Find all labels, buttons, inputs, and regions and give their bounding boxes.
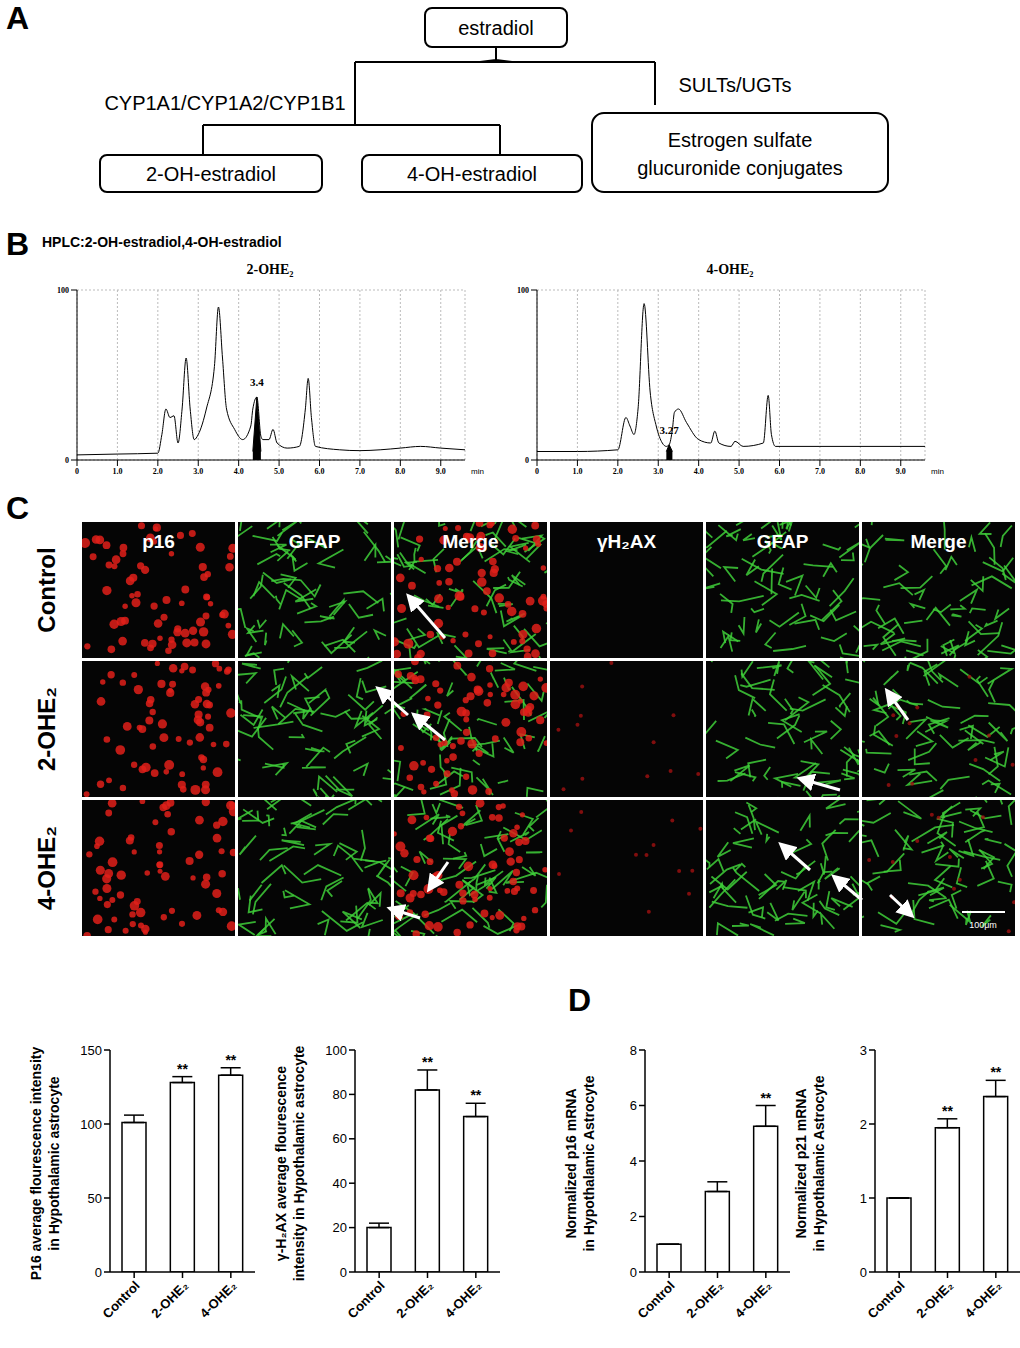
svg-text:Normalized p21 mRNA: Normalized p21 mRNA: [793, 1088, 809, 1238]
svg-text:4-OHE₂: 4-OHE₂: [33, 826, 60, 910]
svg-text:6.0: 6.0: [315, 467, 325, 476]
svg-text:80: 80: [333, 1087, 347, 1102]
svg-text:2.0: 2.0: [153, 467, 163, 476]
html-text:A: A: [6, 0, 30, 36]
svg-text:2: 2: [860, 1117, 867, 1132]
svg-text:**: **: [470, 1087, 481, 1103]
svg-text:Control: Control: [100, 1278, 143, 1321]
html-text:4-OHE₂: 4-OHE₂: [706, 262, 754, 277]
svg-text:9.0: 9.0: [896, 467, 906, 476]
svg-text:in Hypothalamic Astrocyte: in Hypothalamic Astrocyte: [811, 1075, 827, 1251]
svg-text:p16: p16: [142, 531, 175, 552]
svg-text:min: min: [931, 467, 944, 476]
svg-text:0: 0: [340, 1265, 347, 1280]
svg-text:γ-H₂AX average flourescence: γ-H₂AX average flourescence: [273, 1066, 289, 1262]
svg-text:50: 50: [88, 1191, 102, 1206]
svg-text:3.0: 3.0: [653, 467, 663, 476]
svg-text:min: min: [471, 467, 484, 476]
svg-text:4.0: 4.0: [234, 467, 244, 476]
svg-text:6: 6: [630, 1098, 637, 1113]
svg-text:2-OHE₂: 2-OHE₂: [913, 1278, 956, 1321]
svg-text:0: 0: [65, 456, 69, 465]
svg-text:estradiol: estradiol: [458, 17, 534, 39]
svg-text:0: 0: [95, 1265, 102, 1280]
svg-text:glucuronide conjugates: glucuronide conjugates: [637, 157, 843, 179]
svg-text:150: 150: [80, 1043, 102, 1058]
svg-text:4-OHE₂: 4-OHE₂: [197, 1278, 240, 1321]
svg-text:8: 8: [630, 1043, 637, 1058]
svg-text:Control: Control: [865, 1278, 908, 1321]
svg-text:Normalized p16 mRNA: Normalized p16 mRNA: [563, 1088, 579, 1238]
svg-text:40: 40: [333, 1176, 347, 1191]
svg-text:2-OHE₂: 2-OHE₂: [33, 687, 60, 771]
svg-text:intensity in Hypothalamic astr: intensity in Hypothalamic astrocyte: [291, 1045, 307, 1281]
svg-text:3: 3: [860, 1043, 867, 1058]
svg-text:Merge: Merge: [443, 531, 499, 552]
svg-text:in Hypothalamic astrocyte: in Hypothalamic astrocyte: [46, 1076, 62, 1250]
svg-text:0: 0: [535, 467, 539, 476]
svg-text:**: **: [422, 1054, 433, 1070]
svg-text:0: 0: [75, 467, 79, 476]
svg-text:4: 4: [630, 1154, 637, 1169]
svg-text:8.0: 8.0: [855, 467, 865, 476]
svg-text:**: **: [760, 1090, 771, 1106]
svg-text:100: 100: [325, 1043, 347, 1058]
svg-text:GFAP: GFAP: [289, 531, 341, 552]
svg-text:100μm: 100μm: [969, 920, 997, 930]
svg-text:2-OHE₂: 2-OHE₂: [393, 1278, 436, 1321]
svg-text:4-OHE₂: 4-OHE₂: [732, 1278, 775, 1321]
svg-text:100: 100: [57, 286, 69, 295]
svg-text:Control: Control: [33, 547, 60, 632]
svg-text:0: 0: [860, 1265, 867, 1280]
svg-text:GFAP: GFAP: [757, 531, 809, 552]
svg-text:γH₂AX: γH₂AX: [597, 531, 656, 552]
svg-text:1.0: 1.0: [572, 467, 582, 476]
svg-text:3.0: 3.0: [193, 467, 203, 476]
svg-text:2-OHE₂: 2-OHE₂: [683, 1278, 726, 1321]
svg-text:P16 average flourescence inten: P16 average flourescence intensity: [28, 1047, 44, 1281]
svg-text:3.4: 3.4: [250, 376, 264, 388]
html-text:D: D: [568, 982, 592, 1018]
svg-text:**: **: [177, 1061, 188, 1077]
svg-text:Control: Control: [345, 1278, 388, 1321]
html-text:C: C: [6, 490, 30, 526]
svg-text:8.0: 8.0: [395, 467, 405, 476]
svg-text:6.0: 6.0: [775, 467, 785, 476]
svg-text:4-OHE₂: 4-OHE₂: [962, 1278, 1005, 1321]
svg-text:in Hypothalamic Astrocyte: in Hypothalamic Astrocyte: [581, 1075, 597, 1251]
svg-text:5.0: 5.0: [274, 467, 284, 476]
svg-text:7.0: 7.0: [815, 467, 825, 476]
svg-text:2-OHE₂: 2-OHE₂: [148, 1278, 191, 1321]
html-text:HPLC:2-OH-estradiol,4-OH-estra: HPLC:2-OH-estradiol,4-OH-estradiol: [42, 234, 282, 250]
svg-text:2: 2: [630, 1209, 637, 1224]
svg-text:1: 1: [860, 1191, 867, 1206]
svg-text:Control: Control: [635, 1278, 678, 1321]
svg-text:**: **: [225, 1052, 236, 1068]
svg-text:2-OH-estradiol: 2-OH-estradiol: [146, 163, 276, 185]
svg-text:4.0: 4.0: [694, 467, 704, 476]
svg-text:CYP1A1/CYP1A2/CYP1B1: CYP1A1/CYP1A2/CYP1B1: [104, 92, 345, 114]
svg-text:100: 100: [80, 1117, 102, 1132]
svg-text:1.0: 1.0: [112, 467, 122, 476]
html-text:2-OHE₂: 2-OHE₂: [246, 262, 294, 277]
svg-text:100: 100: [517, 286, 529, 295]
svg-text:0: 0: [525, 456, 529, 465]
svg-text:**: **: [942, 1103, 953, 1119]
svg-text:9.0: 9.0: [436, 467, 446, 476]
svg-text:20: 20: [333, 1220, 347, 1235]
svg-text:Merge: Merge: [911, 531, 967, 552]
svg-text:3.27: 3.27: [660, 424, 680, 436]
svg-text:7.0: 7.0: [355, 467, 365, 476]
html-text:B: B: [6, 226, 30, 262]
svg-text:2.0: 2.0: [613, 467, 623, 476]
svg-text:Estrogen sulfate: Estrogen sulfate: [668, 129, 813, 151]
svg-text:4-OH-estradiol: 4-OH-estradiol: [407, 163, 537, 185]
svg-text:**: **: [990, 1064, 1001, 1080]
svg-text:4-OHE₂: 4-OHE₂: [442, 1278, 485, 1321]
svg-text:5.0: 5.0: [734, 467, 744, 476]
svg-text:0: 0: [630, 1265, 637, 1280]
svg-text:60: 60: [333, 1131, 347, 1146]
svg-text:SULTs/UGTs: SULTs/UGTs: [679, 74, 792, 96]
